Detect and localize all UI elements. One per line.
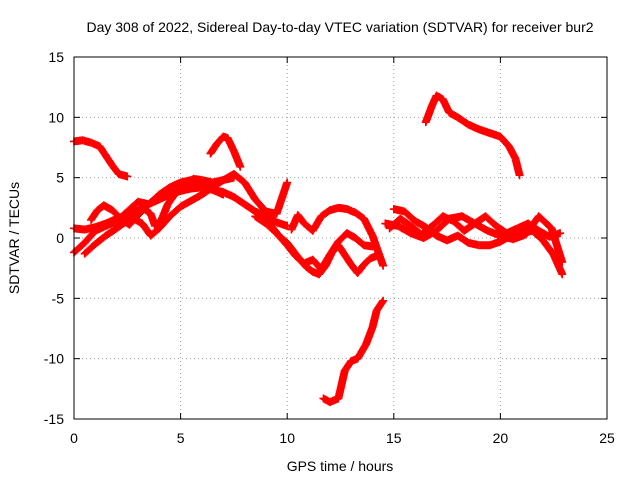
x-tick-label: 20 <box>493 430 509 446</box>
data-point-trail <box>273 179 291 217</box>
series-arc-11 <box>287 203 388 270</box>
data-point-trail <box>109 162 122 177</box>
x-tick-label: 5 <box>177 430 185 446</box>
data-point <box>123 172 132 181</box>
y-tick-label: -15 <box>44 411 64 427</box>
data-point <box>558 270 567 279</box>
data-point-trail <box>164 189 180 208</box>
data-points <box>70 91 567 407</box>
y-tick-label: 5 <box>56 170 64 186</box>
data-point-trail <box>497 133 512 150</box>
data-point <box>558 258 567 267</box>
data-point-trail <box>309 213 325 234</box>
data-point-trail <box>230 148 244 170</box>
data-point-trail <box>262 215 276 230</box>
data-point-trail <box>71 239 88 256</box>
data-point-trail <box>294 212 308 227</box>
x-axis-label: GPS time / hours <box>287 458 394 474</box>
data-point-trail <box>269 224 282 239</box>
series-arc-1 <box>70 136 132 181</box>
series-arc-8 <box>87 173 238 230</box>
data-point <box>515 171 524 180</box>
series-arc-2 <box>206 132 245 171</box>
data-point-trail <box>220 133 231 142</box>
data-point <box>229 173 238 182</box>
data-point-trail <box>81 227 99 246</box>
data-point-trail <box>126 212 142 228</box>
data-point <box>556 229 565 238</box>
data-point-trail <box>290 248 304 263</box>
series-arc-7 <box>80 170 292 258</box>
data-point-trail <box>109 207 124 222</box>
series-arc-14 <box>381 212 567 267</box>
axis-ticks: 0 5 10 15 20 25 -15 -10 -5 0 5 10 15 <box>44 49 615 446</box>
data-point <box>283 178 292 187</box>
data-point-trail <box>352 209 367 222</box>
data-point-trail <box>241 179 259 203</box>
data-point-trail <box>397 215 414 230</box>
data-point-trail <box>296 256 310 270</box>
data-point-trail <box>92 232 109 248</box>
data-point-trail <box>352 235 367 249</box>
data-point-trail <box>252 196 269 215</box>
data-point-trail <box>152 216 165 229</box>
data-point-trail <box>284 240 297 255</box>
data-point-trail <box>316 262 329 277</box>
y-axis-label: SDTVAR / TECUs <box>6 182 22 294</box>
data-point-trail <box>482 213 499 229</box>
data-point-trail <box>354 261 368 276</box>
y-tick-label: 10 <box>48 109 64 125</box>
y-tick-label: 15 <box>48 49 64 65</box>
data-point-trail <box>141 205 154 218</box>
data-point-trail <box>199 184 216 198</box>
data-point-trail <box>231 170 248 186</box>
data-point <box>219 190 228 199</box>
data-point <box>379 296 388 305</box>
data-point-trail <box>173 181 188 196</box>
data-point-trail <box>156 184 173 198</box>
data-point-trail <box>422 102 436 125</box>
data-point-trail <box>522 213 542 238</box>
data-point-trail <box>157 201 172 223</box>
y-tick-label: 0 <box>56 230 64 246</box>
series-arc-4 <box>319 296 388 407</box>
x-tick-label: 25 <box>599 430 615 446</box>
data-point-trail <box>550 252 566 277</box>
data-point-trail <box>360 216 376 239</box>
series-arc-3 <box>421 91 524 180</box>
data-point-trail <box>354 341 370 362</box>
data-point-trail <box>145 191 163 208</box>
data-point-trail <box>241 201 259 215</box>
data-point-trail <box>147 225 163 239</box>
data-point-trail <box>303 263 316 275</box>
data-point-trail <box>454 232 472 247</box>
x-tick-label: 10 <box>279 430 295 446</box>
y-tick-label: -5 <box>52 290 65 306</box>
data-point-trail <box>318 207 333 220</box>
chart-title: Day 308 of 2022, Sidereal Day-to-day VTE… <box>86 19 593 35</box>
x-tick-label: 0 <box>70 430 78 446</box>
data-point-trail <box>548 225 566 265</box>
data-point <box>379 261 388 270</box>
data-point-trail <box>275 232 290 246</box>
data-point-trail <box>361 255 374 268</box>
data-point <box>236 162 245 171</box>
data-point-trail <box>103 225 120 239</box>
data-point-trail <box>539 237 557 258</box>
data-point-trail <box>433 215 453 234</box>
data-point-trail <box>369 233 387 269</box>
x-tick-label: 15 <box>386 430 402 446</box>
data-point-trail <box>231 193 248 208</box>
data-point-trail <box>401 208 418 225</box>
data-point-trail <box>81 241 99 257</box>
data-point-trail <box>454 114 472 128</box>
data-point-trail <box>535 213 555 232</box>
data-point-trail <box>156 213 173 232</box>
y-tick-label: -10 <box>44 351 64 367</box>
data-point-trail <box>362 324 376 347</box>
data-point-trail <box>167 203 184 220</box>
data-point-trail <box>529 227 546 244</box>
